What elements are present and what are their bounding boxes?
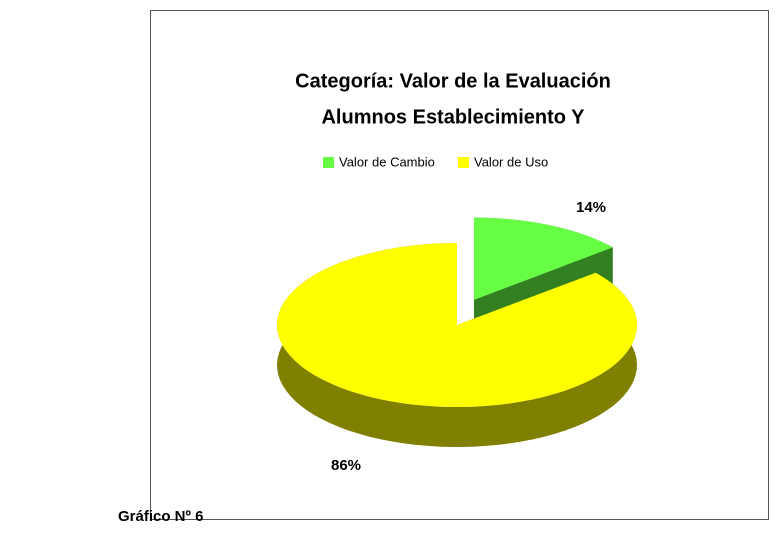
chart-title: Categoría: Valor de la Evaluación: [295, 70, 611, 92]
legend-label: Valor de Uso: [474, 154, 548, 169]
caption: Gráfico Nº 6: [118, 508, 204, 525]
pie-slice: [277, 243, 637, 407]
data-label: 14%: [576, 199, 606, 216]
data-label: 86%: [331, 457, 361, 474]
chart-title: Alumnos Establecimiento Y: [321, 106, 585, 128]
legend-label: Valor de Cambio: [339, 154, 435, 169]
pie-slice: [474, 217, 613, 300]
legend-swatch: [458, 157, 469, 168]
legend-swatch: [323, 157, 334, 168]
